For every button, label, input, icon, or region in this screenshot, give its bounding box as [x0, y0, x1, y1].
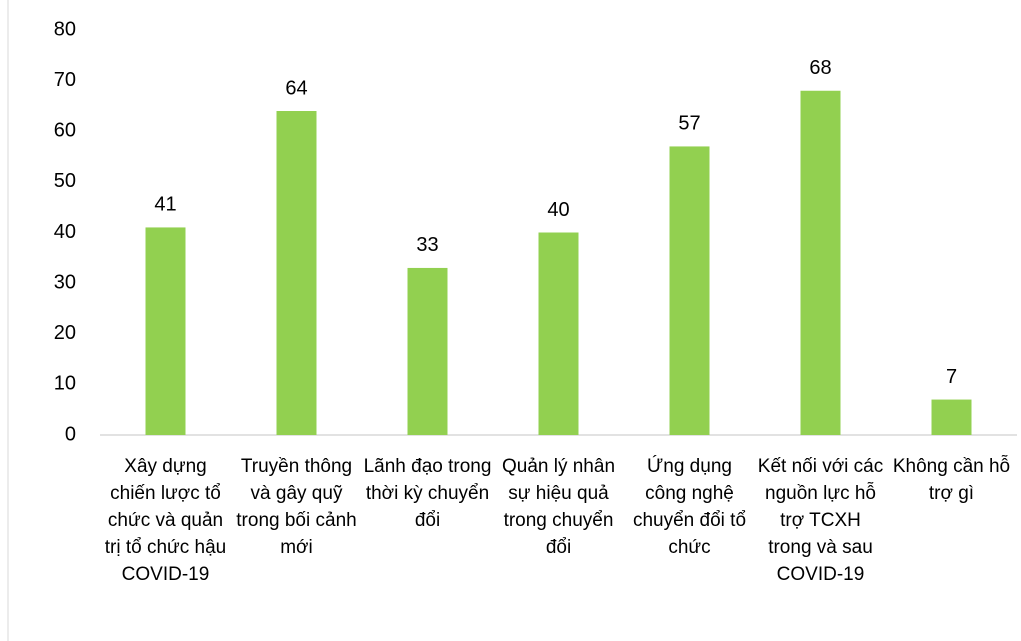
- data-label: 40: [547, 199, 569, 221]
- bar: [669, 146, 710, 435]
- data-label: 33: [416, 234, 438, 256]
- y-tick-label: 30: [54, 271, 76, 293]
- data-label: 64: [285, 77, 307, 99]
- y-tick-label: 70: [54, 69, 76, 91]
- bar: [276, 111, 317, 435]
- data-label: 57: [678, 113, 700, 135]
- data-label: 41: [154, 194, 176, 216]
- x-tick-label: Không cần hỗ trợ gì: [892, 456, 1011, 504]
- x-tick-label: Ứng dụng công nghệ chuyển đổi tổ chức: [632, 456, 747, 558]
- y-tick-label: 40: [54, 221, 76, 243]
- y-tick-label: 50: [54, 170, 76, 192]
- y-tick-label: 10: [54, 373, 76, 395]
- y-tick-label: 80: [54, 18, 76, 40]
- bar: [145, 227, 186, 435]
- bar: [931, 399, 972, 435]
- x-tick-label: Lãnh đạo trong thời kỳ chuyển đổi: [363, 456, 492, 531]
- bar: [538, 232, 579, 435]
- bar: [407, 267, 448, 435]
- x-tick-label: Quản lý nhân sự hiệu quả trong chuyển đổ…: [501, 456, 616, 558]
- x-tick-label: Truyền thông và gây quỹ trong bối cảnh m…: [236, 456, 357, 558]
- data-label: 68: [809, 57, 831, 79]
- data-label: 7: [946, 366, 957, 388]
- y-tick-label: 60: [54, 120, 76, 142]
- y-tick-label: 0: [65, 423, 76, 445]
- bar: [800, 90, 841, 435]
- x-tick-label: Xây dựng chiến lược tổ chức và quản trị …: [104, 456, 227, 585]
- y-tick-label: 20: [54, 322, 76, 344]
- x-tick-label: Kết nối với các nguồn lực hỗ trợ TCXH tr…: [757, 456, 884, 585]
